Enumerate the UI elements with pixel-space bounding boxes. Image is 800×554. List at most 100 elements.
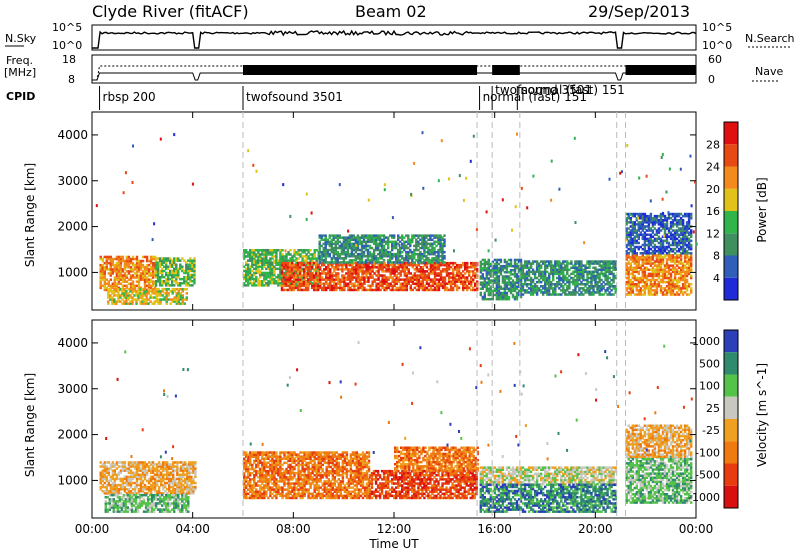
data-cell xyxy=(296,284,300,288)
data-cell xyxy=(513,271,517,274)
data-cell xyxy=(147,282,151,285)
data-cell xyxy=(275,257,278,260)
data-cell xyxy=(317,288,320,292)
data-cell xyxy=(329,268,332,271)
data-cell xyxy=(606,293,609,296)
data-cell xyxy=(421,131,424,135)
data-cell xyxy=(441,278,445,281)
data-cell xyxy=(511,264,515,268)
data-cell xyxy=(447,268,451,271)
data-cell xyxy=(342,252,346,256)
data-cell xyxy=(185,284,188,287)
data-cell xyxy=(145,298,148,301)
data-cell xyxy=(531,260,535,263)
data-cell xyxy=(372,259,376,262)
data-cell xyxy=(517,258,521,262)
data-cell xyxy=(499,266,503,270)
data-cell xyxy=(576,270,579,274)
data-cell xyxy=(187,282,190,285)
data-cell xyxy=(297,257,300,260)
data-cell xyxy=(641,280,644,284)
data-cell xyxy=(631,260,634,263)
data-cell xyxy=(556,262,559,265)
data-cell xyxy=(499,260,503,264)
data-cell xyxy=(690,260,693,263)
data-cell xyxy=(554,262,557,265)
data-cell xyxy=(117,255,121,259)
data-cell xyxy=(531,262,535,265)
data-cell xyxy=(279,284,282,287)
data-cell xyxy=(165,273,168,277)
data-cell xyxy=(523,274,527,278)
data-cell xyxy=(156,273,160,277)
data-cell xyxy=(127,266,131,269)
data-cell xyxy=(487,279,490,282)
data-cell xyxy=(485,275,488,278)
data-cell xyxy=(137,298,140,301)
data-cell xyxy=(600,264,603,267)
data-cell xyxy=(517,285,521,288)
data-cell xyxy=(511,287,515,290)
data-cell xyxy=(370,259,374,262)
data-cell xyxy=(267,275,270,279)
data-cell xyxy=(431,246,434,250)
data-cell xyxy=(647,256,651,259)
data-cell xyxy=(337,276,340,279)
data-cell xyxy=(245,267,248,271)
data-cell xyxy=(588,285,591,288)
data-cell xyxy=(271,275,274,279)
data-cell xyxy=(352,259,356,262)
freq-unit-label: [MHz] xyxy=(4,66,36,79)
data-cell xyxy=(271,249,274,252)
data-cell xyxy=(334,248,337,252)
data-cell xyxy=(415,263,418,267)
data-cell xyxy=(649,289,653,292)
data-cell xyxy=(413,255,416,258)
data-cell xyxy=(464,272,467,275)
data-cell xyxy=(527,287,531,290)
data-cell xyxy=(368,259,372,262)
data-cell xyxy=(459,263,463,267)
data-cell xyxy=(653,285,657,288)
data-cell xyxy=(323,263,326,267)
data-cell xyxy=(391,276,394,279)
data-cell xyxy=(513,289,517,293)
data-cell xyxy=(671,219,675,222)
data-cell xyxy=(275,275,278,279)
data-cell xyxy=(158,265,162,268)
data-cell xyxy=(661,276,665,280)
data-cell xyxy=(121,274,125,277)
data-cell xyxy=(523,266,527,269)
data-cell xyxy=(175,273,178,277)
data-cell xyxy=(675,256,679,259)
data-cell xyxy=(655,254,659,257)
data-cell xyxy=(243,255,246,258)
data-cell xyxy=(330,259,333,262)
data-cell xyxy=(667,283,671,286)
data-cell xyxy=(187,267,190,271)
data-cell xyxy=(358,259,362,262)
data-cell xyxy=(151,238,154,242)
data-cell xyxy=(288,288,292,292)
data-cell xyxy=(643,262,647,265)
data-cell xyxy=(99,276,102,279)
data-cell xyxy=(535,266,539,269)
data-cell xyxy=(529,289,533,292)
data-cell xyxy=(362,246,366,250)
data-cell xyxy=(173,263,176,266)
data-cell xyxy=(519,287,523,290)
data-cell xyxy=(257,257,260,260)
data-cell xyxy=(641,260,644,263)
data-cell xyxy=(277,277,280,281)
data-cell xyxy=(588,280,591,284)
data-cell xyxy=(405,246,408,250)
data-cell xyxy=(592,262,595,265)
data-cell xyxy=(385,284,388,288)
data-cell xyxy=(602,262,605,265)
data-cell xyxy=(548,278,551,282)
data-cell xyxy=(685,254,689,257)
data-cell xyxy=(349,272,352,275)
data-cell xyxy=(281,259,284,262)
data-cell xyxy=(361,274,364,277)
data-cell xyxy=(141,259,145,263)
